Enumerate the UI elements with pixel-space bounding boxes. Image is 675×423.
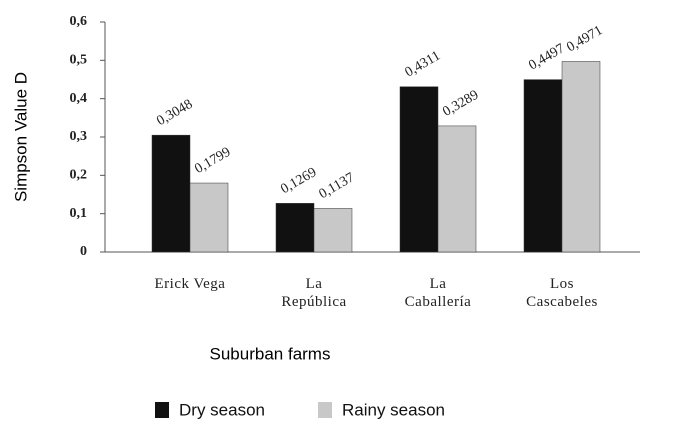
x-tick-label: La República [281, 276, 347, 310]
y-tick-label: 0,5 [70, 53, 88, 68]
bar [399, 86, 439, 253]
bar [189, 182, 229, 253]
bar [523, 79, 563, 253]
x-tick-label: Los Cascabeles [526, 276, 598, 310]
y-tick-label: 0,4 [70, 91, 88, 106]
data-label: 0,1137 [317, 170, 357, 202]
bar [437, 125, 477, 253]
data-label: 0,3048 [154, 97, 195, 129]
y-tick-label: 0 [80, 244, 87, 259]
data-label: 0,4971 [564, 23, 605, 55]
legend-label: Rainy season [342, 400, 445, 419]
data-label: 0,4497 [526, 41, 567, 73]
data-label: 0,1269 [278, 165, 319, 197]
data-label: 0,3289 [440, 88, 481, 120]
x-tick-label: La Caballería [404, 276, 472, 310]
y-axis-title: Simpson Value D [11, 72, 30, 202]
y-tick-label: 0,6 [70, 14, 88, 29]
y-tick-label: 0,3 [70, 129, 88, 144]
x-tick-label: Erick Vega [154, 276, 226, 292]
x-axis-title: Suburban farms [210, 344, 331, 363]
bar [151, 134, 191, 253]
legend-label: Dry season [179, 400, 265, 419]
bar [561, 61, 601, 253]
bar [313, 208, 353, 253]
data-label: 0,4311 [403, 49, 443, 81]
legend-swatch [318, 402, 332, 418]
y-tick-label: 0,2 [70, 168, 88, 183]
bar [275, 203, 315, 253]
y-tick-label: 0,1 [70, 206, 88, 221]
legend-swatch [155, 402, 169, 418]
data-label: 0,1799 [192, 145, 233, 177]
